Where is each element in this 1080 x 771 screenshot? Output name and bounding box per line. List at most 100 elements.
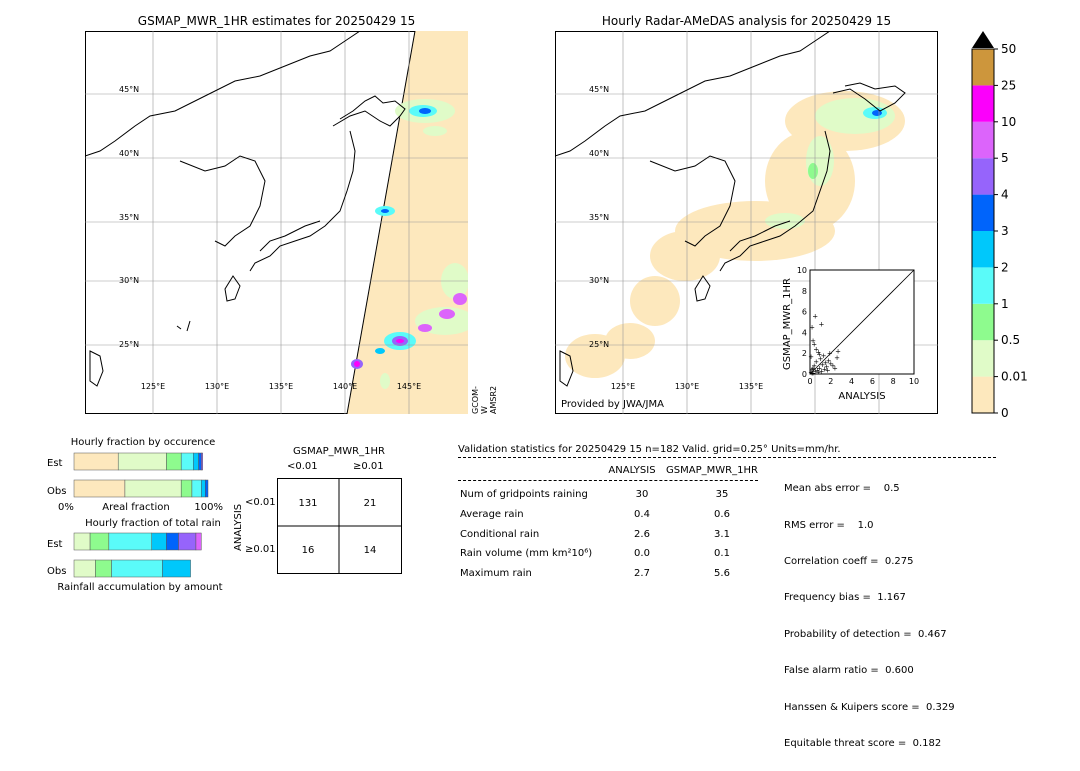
scatter-point: + [816, 351, 822, 359]
scatter-point: + [814, 366, 820, 374]
stat-gsmap-5: 5.6 [714, 568, 730, 579]
scatter-point: + [827, 350, 833, 358]
totalrain-bars [73, 532, 202, 578]
scatter-point: + [822, 365, 828, 373]
colorbar-ticks: 0 0.01 0.5 1 2 3 4 5 10 25 50 [994, 42, 1028, 420]
scatter-point: + [834, 354, 840, 362]
rain-row-obs: Obs [47, 566, 66, 577]
colorbar-tick: 50 [1001, 42, 1016, 56]
colorbar-tick: 1 [1001, 297, 1009, 311]
left-lon-labels: 125°E 130°E 135°E 140°E 145°E [141, 382, 421, 391]
scatter-point: + [823, 359, 829, 367]
colorbar-box [972, 340, 994, 377]
fraction-segment [108, 532, 152, 551]
svg-text:130°E: 130°E [675, 382, 699, 391]
scatter-y-tick: 8 [802, 287, 807, 296]
fraction-segment [162, 559, 191, 578]
scatter-x-tick: 2 [828, 377, 833, 386]
svg-text:135°E: 135°E [739, 382, 763, 391]
scatter-point: + [816, 364, 822, 372]
colorbar-boxes [971, 48, 995, 414]
validation-divider [458, 480, 758, 481]
score-mae: Mean abs error = 0.5 [784, 483, 900, 495]
svg-text:25°N: 25°N [119, 340, 139, 349]
scatter-point: + [835, 348, 841, 356]
scatter-diagonal [809, 269, 915, 375]
scatter-x-tick: 0 [807, 377, 812, 386]
stat-analysis-2: 0.4 [634, 509, 650, 520]
stat-gsmap-2: 0.6 [714, 509, 730, 520]
svg-text:40°N: 40°N [119, 149, 139, 158]
colorbar-box [972, 376, 994, 413]
score-freq-bias: Frequency bias = 1.167 [784, 592, 906, 604]
contingency-col-1: <0.01 [287, 461, 318, 472]
colorbar-box [972, 158, 994, 195]
score-hk: Hanssen & Kuipers score = 0.329 [784, 701, 955, 713]
svg-text:35°N: 35°N [119, 213, 139, 222]
fraction-segment [205, 479, 209, 498]
fraction-segment [180, 452, 194, 471]
swath-edge [346, 31, 416, 414]
scatter-x-tick: 10 [909, 377, 919, 386]
left-map-title: GSMAP_MWR_1HR estimates for 20250429 15 [137, 14, 416, 28]
occ-x-max: 100% [194, 502, 223, 512]
scatter-y-tick: 6 [802, 308, 807, 317]
colorbar-tick: 0.5 [1001, 333, 1020, 347]
scatter-point: + [810, 369, 816, 377]
svg-text:30°N: 30°N [119, 276, 139, 285]
provided-by: Provided by JWA/JMA [561, 399, 664, 410]
scatter-y-tick: 10 [797, 266, 807, 275]
scatter-point: + [830, 362, 836, 370]
colorbar-box [972, 303, 994, 341]
validation-col-analysis: ANALYSIS [608, 465, 656, 476]
stat-gsmap-4: 0.1 [714, 548, 730, 559]
colorbar-box [972, 85, 994, 122]
scatter-point: + [824, 363, 830, 371]
right-coastlines [555, 31, 906, 387]
colorbar-tick: 5 [1001, 151, 1009, 165]
fraction-segment [193, 452, 199, 471]
colorbar-box [972, 121, 994, 159]
scatter-ylabel: GSMAP_MWR_1HR [782, 278, 793, 370]
cell-12: 21 [364, 498, 377, 509]
scatter-point: + [815, 368, 821, 376]
stat-analysis-4: 0.0 [634, 548, 650, 559]
colorbar-box [972, 194, 994, 231]
stat-analysis-1: 30 [635, 489, 649, 500]
scatter-point: + [811, 362, 817, 370]
scatter-point: + [810, 337, 816, 345]
fraction-segment [180, 479, 193, 498]
scatter-y-tick: 2 [802, 349, 807, 358]
scatter-point: + [809, 324, 815, 332]
svg-text:125°E: 125°E [611, 382, 635, 391]
scatter-point: + [828, 360, 834, 368]
colorbar-tick: 25 [1001, 78, 1016, 92]
scatter-y-ticks: 0 2 4 6 8 10 [797, 266, 807, 379]
svg-text:45°N: 45°N [119, 85, 139, 94]
totalrain-chart: Est Obs Rainfall accumulation by amount [47, 532, 223, 593]
svg-text:145°E: 145°E [397, 382, 421, 391]
occ-x-min: 0% [58, 502, 74, 512]
stat-analysis-3: 2.6 [634, 529, 650, 540]
scatter-point: + [809, 365, 815, 373]
fraction-segment [198, 452, 202, 471]
scatter-y-tick: 0 [802, 370, 807, 379]
colorbar: 0 0.01 0.5 1 2 3 4 5 10 25 50 [971, 31, 1028, 420]
fraction-segment [73, 532, 91, 551]
validation-header: Validation statistics for 20250429 15 n=… [458, 444, 996, 458]
right-lon-labels: 125°E 130°E 135°E [611, 382, 763, 391]
scatter-point: + [810, 364, 816, 372]
fraction-segment [73, 479, 126, 498]
scatter-point: + [813, 358, 819, 366]
stat-analysis-5: 2.7 [634, 568, 650, 579]
colorbar-extend-arrow [972, 31, 994, 48]
stat-label-2: Average rain [460, 509, 524, 520]
right-lat-labels: 45°N 40°N 35°N 30°N 25°N [589, 85, 609, 349]
fraction-segment [166, 532, 179, 551]
fraction-segment [95, 559, 112, 578]
scatter-y-tick: 4 [802, 328, 807, 337]
fraction-segment [151, 532, 167, 551]
radar-rain [765, 98, 895, 229]
occ-row-est: Est [47, 458, 63, 469]
stat-label-5: Maximum rain [460, 568, 532, 579]
